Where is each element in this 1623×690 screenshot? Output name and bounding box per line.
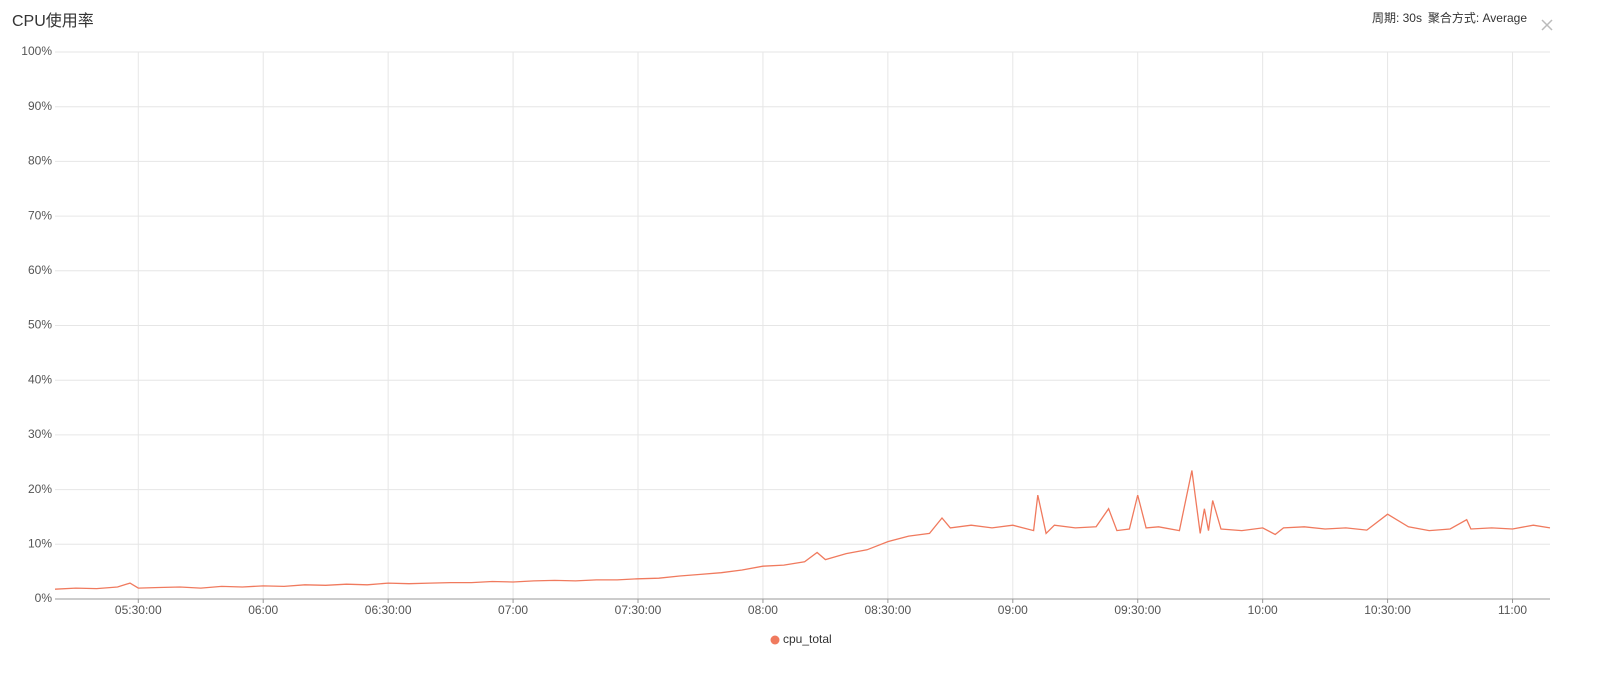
y-tick-label: 60% bbox=[28, 263, 52, 277]
y-tick-label: 90% bbox=[28, 99, 52, 113]
x-tick-label: 10:00 bbox=[1248, 603, 1278, 617]
y-tick-label: 30% bbox=[28, 427, 52, 441]
legend-label: cpu_total bbox=[783, 632, 832, 646]
x-tick-label: 06:00 bbox=[248, 603, 278, 617]
y-tick-label: 50% bbox=[28, 318, 52, 332]
x-tick-label: 11:00 bbox=[1498, 603, 1527, 617]
x-tick-label: 09:00 bbox=[998, 603, 1028, 617]
y-tick-label: 100% bbox=[21, 44, 52, 58]
close-button[interactable] bbox=[1541, 19, 1553, 31]
y-tick-label: 10% bbox=[28, 536, 52, 550]
x-tick-label: 07:30:00 bbox=[615, 603, 662, 617]
y-tick-label: 20% bbox=[28, 482, 52, 496]
x-tick-label: 07:00 bbox=[498, 603, 528, 617]
period-label[interactable]: 周期: 30s bbox=[1372, 11, 1422, 25]
x-tick-label: 06:30:00 bbox=[365, 603, 412, 617]
x-tick-label: 09:30:00 bbox=[1114, 603, 1161, 617]
y-tick-label: 40% bbox=[28, 372, 52, 386]
x-tick-label: 08:00 bbox=[748, 603, 778, 617]
x-tick-label: 10:30:00 bbox=[1364, 603, 1411, 617]
y-tick-label: 80% bbox=[28, 154, 52, 168]
aggregation-label[interactable]: 聚合方式: Average bbox=[1428, 10, 1527, 25]
x-tick-label: 08:30:00 bbox=[865, 603, 912, 617]
x-tick-label: 05:30:00 bbox=[115, 603, 162, 617]
y-tick-label: 70% bbox=[28, 208, 52, 222]
data-line bbox=[54, 470, 1551, 590]
chart-title: CPU使用率 bbox=[12, 12, 94, 30]
legend-marker bbox=[770, 635, 780, 645]
y-tick-label: 0% bbox=[35, 591, 53, 605]
